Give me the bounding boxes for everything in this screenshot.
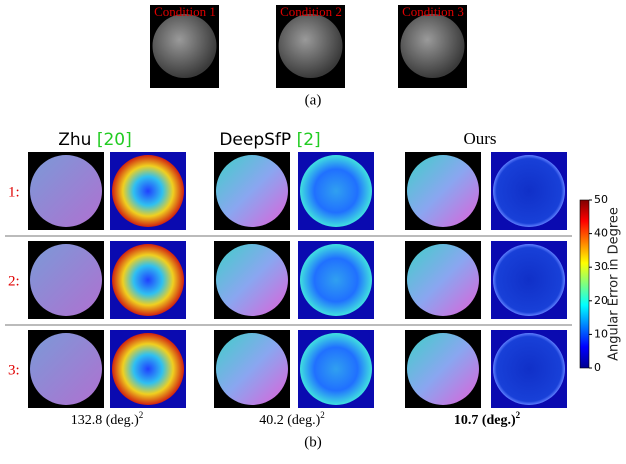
method-title: Ours [463,129,496,148]
colorbar-tick-label: 50 [594,193,608,206]
colorbar-tick-label: 0 [594,361,601,374]
sphere [401,14,465,78]
normal-sphere [407,155,479,227]
method-name: Zhu [58,130,91,150]
row-label: 2: [8,273,20,289]
error-sphere [112,333,184,405]
colorbar-tick-label: 40 [594,227,608,240]
error-sphere [300,333,372,405]
error-sphere [493,333,565,405]
colorbar-tick-label: 30 [594,260,608,273]
error-sphere [300,155,372,227]
error-sphere [112,244,184,316]
score: 40.2 (deg.)2 [259,410,325,428]
condition-label: Condition 1 [154,4,216,19]
error-sphere [493,244,565,316]
score-exponent: 2 [320,410,325,420]
score-value: 10.7 (deg.) [454,413,516,428]
score-exponent: 2 [516,410,521,420]
error-sphere [493,155,565,227]
normal-sphere [216,244,288,316]
normal-sphere [407,244,479,316]
colorbar [580,200,589,368]
score-value: 40.2 (deg.) [259,413,320,428]
figure: Condition 1 Condition 2 Condition 3 Zhu [20… [0,0,626,459]
row-label: 3: [8,362,20,378]
method-title: DeepSfP [2] [219,130,320,150]
method-name: DeepSfP [219,130,291,150]
caption: (a) [305,92,322,108]
caption: (b) [304,434,322,450]
normal-sphere [216,155,288,227]
normal-sphere [407,333,479,405]
row-label: 1: [8,184,20,200]
colorbar-label: Angular Error in Degree [607,207,622,361]
normal-sphere [30,155,102,227]
score-value: 132.8 (deg.) [71,413,139,428]
normal-sphere [30,333,102,405]
normal-sphere [30,244,102,316]
condition-label: Condition 3 [402,4,464,19]
method-name: Ours [463,129,496,148]
colorbar-tick-label: 20 [594,294,608,307]
method-title: Zhu [20] [58,130,132,150]
score: 132.8 (deg.)2 [71,410,144,428]
sphere [153,14,217,78]
score: 10.7 (deg.)2 [454,410,521,428]
error-sphere [112,155,184,227]
citation: [20] [97,130,132,150]
citation: [2] [297,130,321,150]
colorbar-tick-label: 10 [594,327,608,340]
score-exponent: 2 [139,410,144,420]
condition-label: Condition 2 [280,4,342,19]
normal-sphere [216,333,288,405]
sphere [279,14,343,78]
error-sphere [300,244,372,316]
